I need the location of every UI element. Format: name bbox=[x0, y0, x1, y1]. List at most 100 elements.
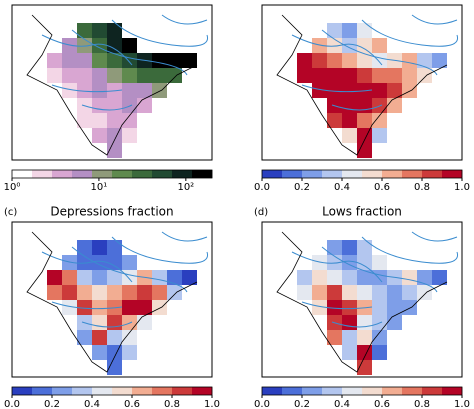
grid-cell bbox=[92, 270, 107, 285]
grid-cell bbox=[357, 38, 372, 53]
colorbar-border bbox=[11, 386, 213, 396]
grid-cell bbox=[122, 285, 137, 300]
colorbar-tick-label: 0.0 bbox=[254, 399, 270, 409]
grid-cell bbox=[372, 38, 387, 53]
colorbar-tick-label: 10⁰ bbox=[4, 182, 21, 193]
grid-cell bbox=[137, 285, 152, 300]
colorbar-segment bbox=[32, 170, 53, 178]
colorbar-tick-label: 0.4 bbox=[84, 399, 100, 409]
colorbar-segment bbox=[262, 170, 283, 178]
colorbar-segment bbox=[282, 170, 303, 178]
colorbar-segment bbox=[302, 170, 323, 178]
grid-cell bbox=[327, 330, 342, 345]
grid-cell bbox=[327, 113, 342, 128]
grid-cell bbox=[62, 68, 77, 83]
grid-cell bbox=[137, 98, 152, 113]
grid-cell bbox=[152, 270, 167, 285]
colorbar-segment bbox=[342, 170, 363, 178]
colorbar-tick-label: 1.0 bbox=[454, 399, 470, 409]
colorbar-segment bbox=[72, 170, 93, 178]
grid-cell bbox=[342, 345, 357, 360]
grid-cell bbox=[137, 83, 152, 98]
grid-cell bbox=[297, 68, 312, 83]
grid-cell bbox=[372, 285, 387, 300]
colorbar-border bbox=[261, 386, 463, 396]
colorbar-tick-label: 0.2 bbox=[44, 399, 60, 409]
grid-cell bbox=[92, 285, 107, 300]
colorbar-tick-label: 1.0 bbox=[204, 399, 220, 409]
grid-cell bbox=[137, 315, 152, 330]
grid-cell bbox=[107, 285, 122, 300]
grid-cell bbox=[62, 270, 77, 285]
colorbar-segment bbox=[302, 387, 323, 395]
grid-cell bbox=[92, 83, 107, 98]
grid-cell bbox=[92, 240, 107, 255]
grid-cell bbox=[107, 23, 122, 38]
colorbar-tick-label: 10² bbox=[177, 182, 194, 193]
panel-label: (a) bbox=[4, 0, 18, 1]
colorbar-border bbox=[261, 169, 463, 179]
grid-cell bbox=[167, 285, 182, 300]
grid-cell bbox=[122, 98, 137, 113]
grid-cell bbox=[152, 83, 167, 98]
grid-cell bbox=[47, 270, 62, 285]
grid-cell bbox=[342, 128, 357, 143]
colorbar-segment bbox=[112, 170, 133, 178]
colorbar-segment bbox=[112, 387, 133, 395]
colorbar-tick-label: 0.6 bbox=[374, 399, 390, 409]
grid-cell bbox=[122, 113, 137, 128]
grid-cell bbox=[342, 113, 357, 128]
grid-cell bbox=[62, 300, 77, 315]
grid-cell bbox=[342, 315, 357, 330]
grid-cell bbox=[327, 68, 342, 83]
grid-cell bbox=[372, 270, 387, 285]
colorbar-segment bbox=[192, 387, 213, 395]
grid-cell bbox=[77, 270, 92, 285]
grid-cell bbox=[107, 255, 122, 270]
colorbar-segment bbox=[422, 170, 443, 178]
grid-cell bbox=[417, 68, 432, 83]
grid-cell bbox=[312, 300, 327, 315]
grid-cell bbox=[357, 98, 372, 113]
grid-cell bbox=[137, 68, 152, 83]
panel-title: Depressions fraction bbox=[50, 205, 173, 219]
grid-cell bbox=[432, 270, 447, 285]
grid-cell bbox=[402, 53, 417, 68]
colorbar-segment bbox=[362, 387, 383, 395]
grid-cell bbox=[152, 53, 167, 68]
grid-cell bbox=[77, 68, 92, 83]
grid-cell bbox=[312, 270, 327, 285]
grid-cell bbox=[122, 300, 137, 315]
grid-cell bbox=[402, 83, 417, 98]
grid-cell bbox=[342, 23, 357, 38]
grid-cell bbox=[122, 270, 137, 285]
grid-cell bbox=[122, 53, 137, 68]
grid-cell bbox=[312, 53, 327, 68]
grid-cell bbox=[92, 68, 107, 83]
grid-cell bbox=[402, 285, 417, 300]
grid-cell bbox=[182, 53, 197, 68]
panel-label: (b) bbox=[254, 0, 268, 1]
grid-cell bbox=[372, 83, 387, 98]
grid-cell bbox=[342, 53, 357, 68]
grid-cell bbox=[107, 68, 122, 83]
grid-cell bbox=[387, 315, 402, 330]
grid-cell bbox=[107, 315, 122, 330]
grid-cell bbox=[62, 83, 77, 98]
grid-cell bbox=[342, 300, 357, 315]
colorbar-segment bbox=[172, 170, 193, 178]
grid-cell bbox=[312, 68, 327, 83]
grid-cell bbox=[77, 285, 92, 300]
colorbar-segment bbox=[52, 170, 73, 178]
colorbar-tick-label: 10¹ bbox=[91, 182, 108, 193]
grid-cell bbox=[167, 270, 182, 285]
colorbar-tick-label: 0.6 bbox=[374, 182, 390, 193]
colorbar-tick-label: 0.2 bbox=[294, 399, 310, 409]
colorbar-tick-label: 1.0 bbox=[454, 182, 470, 193]
grid-cell bbox=[92, 113, 107, 128]
colorbar-segment bbox=[12, 387, 33, 395]
colorbar-segment bbox=[322, 387, 343, 395]
grid-cell bbox=[77, 53, 92, 68]
grid-cell bbox=[342, 330, 357, 345]
panel-title: LPS fraction bbox=[326, 0, 397, 2]
